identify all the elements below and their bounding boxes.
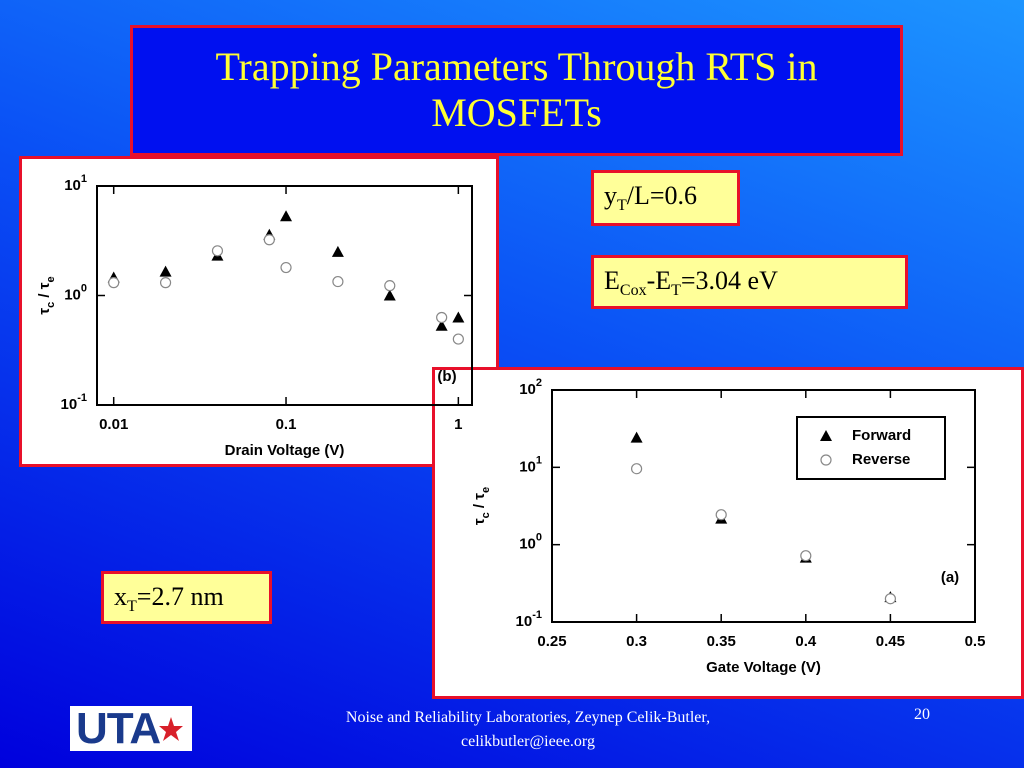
tick-exponent: 0 (536, 532, 542, 544)
x-axis-label: Drain Voltage (V) (225, 442, 345, 459)
tick-base: 10 (64, 286, 81, 303)
x-tick-label: 0.25 (537, 633, 566, 650)
y-axis-label: τc / τe (471, 487, 492, 525)
marker (435, 319, 448, 331)
marker (452, 333, 464, 345)
y-tick-label: 101 (64, 173, 87, 194)
footer-line: celikbutler@ieee.org (461, 733, 595, 750)
note-text: y (604, 181, 617, 210)
y-label-part: τ (36, 282, 53, 289)
y-tick-label: 10-1 (61, 392, 87, 413)
y-tick-label: 101 (519, 454, 542, 475)
y-tick-label: 102 (519, 377, 542, 398)
y-label-part: / (471, 500, 488, 513)
tick-base: 10 (519, 536, 536, 553)
tick-exponent: -1 (77, 392, 87, 404)
marker (452, 311, 465, 323)
logo: UTA (70, 704, 192, 753)
annotation: (a) (941, 569, 959, 586)
note-text: E (604, 266, 620, 295)
tick-base: 10 (516, 613, 533, 630)
marker (820, 454, 832, 466)
note-sub: T (671, 282, 681, 300)
tick-base: 10 (64, 177, 81, 194)
page-number: 20 (914, 706, 930, 723)
y-label-sub: e (480, 487, 492, 493)
marker (383, 289, 396, 301)
x-tick-label: 0.4 (795, 633, 817, 650)
marker (280, 261, 292, 274)
tick-base: 10 (519, 381, 536, 398)
note: xT=2.7 nm (101, 571, 272, 624)
y-label-part: τ (471, 493, 488, 500)
marker (280, 210, 293, 222)
marker (820, 430, 832, 441)
legend-label: Reverse (852, 451, 910, 468)
annotation: (b) (437, 368, 456, 385)
footer: Noise and Reliability Laboratories, Zeyn… (290, 706, 766, 754)
tick-base: 10 (61, 396, 78, 413)
y-label-part: τ (471, 518, 488, 525)
note-sub: Cox (619, 282, 647, 300)
marker (800, 550, 812, 562)
marker (384, 280, 396, 292)
y-tick-label: 100 (64, 282, 87, 303)
marker (159, 277, 172, 289)
legend-box (796, 416, 946, 480)
note: ECox-ET=3.04 eV (591, 255, 908, 309)
marker (211, 245, 224, 257)
marker (263, 234, 275, 246)
legend-label: Forward (852, 427, 911, 444)
y-axis-label: τc / τe (36, 276, 57, 314)
footer-line: Noise and Reliability Laboratories, Zeyn… (345, 709, 711, 726)
y-label-part: / (36, 289, 53, 302)
x-tick-label: 1 (454, 416, 462, 433)
tick-exponent: -1 (532, 609, 542, 621)
note-text: -E (646, 266, 672, 295)
y-tick-label: 10-1 (516, 609, 542, 630)
y-tick-label: 100 (519, 532, 542, 553)
note-sub: T (127, 598, 137, 616)
x-tick-label: 0.1 (276, 416, 297, 433)
tick-base: 10 (519, 458, 536, 475)
marker (630, 431, 643, 443)
marker (159, 265, 172, 277)
x-tick-label: 0.5 (965, 633, 986, 650)
note-text: /L=0.6 (626, 181, 698, 210)
x-tick-label: 0.45 (876, 633, 905, 650)
marker (331, 245, 344, 257)
y-label-sub: e (45, 276, 57, 282)
note: yT/L=0.6 (591, 170, 740, 226)
marker (884, 593, 897, 605)
slide-title: Trapping Parameters Through RTS in MOSFE… (130, 25, 903, 156)
x-tick-label: 0.01 (99, 416, 128, 433)
x-tick-label: 0.35 (707, 633, 736, 650)
marker (630, 463, 643, 475)
note-text: =3.04 eV (680, 266, 778, 295)
tick-exponent: 0 (81, 282, 87, 294)
logo-star (159, 717, 183, 741)
tick-exponent: 1 (81, 173, 87, 185)
note-text: x (114, 582, 127, 611)
chart-panel (19, 156, 499, 467)
marker (436, 311, 448, 324)
marker (108, 277, 120, 289)
y-label-sub: c (480, 512, 492, 518)
x-tick-label: 0.3 (626, 633, 647, 650)
tick-exponent: 1 (536, 454, 542, 466)
y-label-part: τ (36, 308, 53, 315)
marker (332, 275, 344, 288)
plot-frame (551, 389, 976, 623)
note-sub: T (617, 197, 627, 215)
y-label-sub: c (45, 302, 57, 308)
x-axis-label: Gate Voltage (V) (706, 659, 821, 676)
logo-text: UTA (76, 704, 161, 753)
note-text: =2.7 nm (136, 582, 224, 611)
tick-exponent: 2 (536, 377, 542, 389)
marker (715, 509, 727, 521)
